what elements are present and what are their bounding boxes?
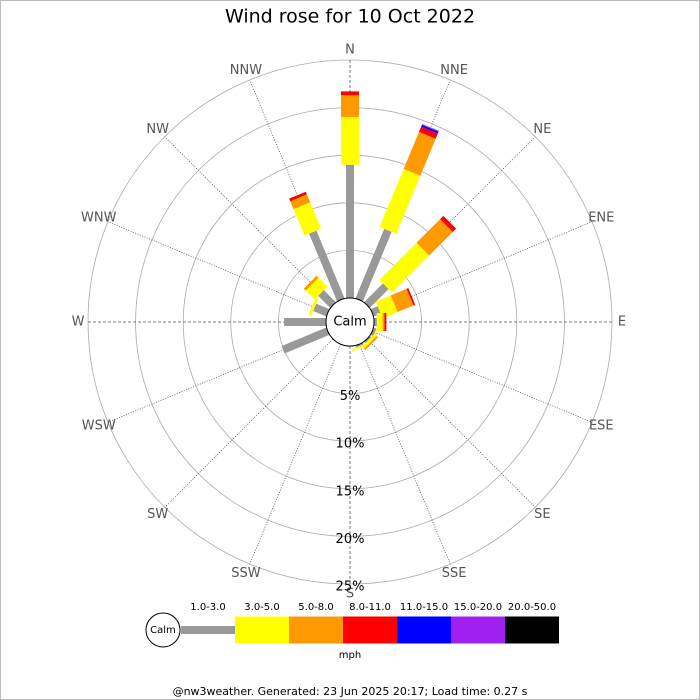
- rose-bar: [403, 131, 436, 176]
- rose-bar: [416, 219, 453, 256]
- rose-bar: [309, 230, 345, 302]
- direction-label: SW: [147, 507, 168, 522]
- legend-label: 8.0-11.0: [349, 602, 391, 613]
- rose-bar: [293, 202, 322, 236]
- spoke: [164, 136, 334, 306]
- rose-bar: [421, 123, 439, 132]
- legend-label: 20.0-50.0: [508, 602, 556, 613]
- rose-bar: [341, 117, 359, 165]
- rose-bar: [379, 168, 421, 234]
- rose-bar: [379, 242, 430, 293]
- footer: @nw3weather. Generated: 23 Jun 2025 20:1…: [173, 685, 528, 698]
- rose-bar: [382, 313, 385, 331]
- rose-bar: [440, 215, 457, 232]
- rose-bar: [370, 327, 377, 336]
- rose-bar: [341, 95, 359, 118]
- rose-bar: [351, 342, 369, 352]
- legend-unit: mph: [339, 650, 361, 661]
- rose-bar: [390, 288, 414, 313]
- direction-label: NNE: [440, 63, 468, 78]
- rose-bar: [318, 290, 336, 308]
- calm-circle: [325, 297, 375, 347]
- direction-label: W: [72, 315, 85, 330]
- legend-calm-circle: [145, 612, 181, 648]
- direction-label: ESE: [589, 419, 614, 434]
- spoke: [107, 330, 328, 423]
- r-tick-label: 5%: [340, 389, 361, 404]
- rose-bar: [308, 297, 319, 316]
- r-tick-label: 25%: [336, 580, 365, 595]
- rose-bar: [281, 327, 330, 354]
- rose-bar: [355, 342, 364, 348]
- r-tick-label: 15%: [336, 484, 365, 499]
- spoke: [366, 338, 536, 508]
- rose-bar: [313, 303, 330, 317]
- legend-swatch: [343, 616, 397, 644]
- rose-bar: [418, 126, 438, 139]
- rose-bar: [384, 313, 387, 331]
- spoke: [249, 79, 342, 300]
- spoke: [107, 221, 328, 314]
- spoke: [249, 344, 342, 565]
- rose-bar: [421, 124, 439, 134]
- legend-label: 3.0-5.0: [244, 602, 279, 613]
- direction-label: S: [346, 587, 354, 602]
- legend-swatch: [505, 616, 559, 644]
- rose-bar: [364, 283, 389, 308]
- rose-bar: [289, 191, 307, 202]
- direction-label: WNW: [81, 210, 117, 225]
- rose-bar: [364, 336, 372, 344]
- rose-bar: [284, 318, 326, 326]
- spoke: [372, 221, 593, 314]
- legend-swatch: [235, 616, 289, 644]
- calm-label: Calm: [333, 315, 366, 330]
- spoke: [358, 344, 451, 565]
- legend-swatch: [289, 616, 343, 644]
- spoke: [358, 79, 451, 300]
- legend-swatch: [397, 616, 451, 644]
- legend-label: 11.0-15.0: [400, 602, 448, 613]
- rose-bar: [375, 295, 398, 319]
- rose-bar: [374, 318, 377, 326]
- rose-bar: [355, 228, 392, 302]
- rose-bar: [363, 335, 379, 351]
- spoke: [372, 330, 593, 423]
- rose-bar: [406, 288, 416, 306]
- rose-bar: [303, 275, 319, 291]
- rose-bar: [305, 277, 328, 300]
- legend-label: 1.0-3.0: [190, 602, 225, 613]
- rose-bar: [341, 91, 359, 96]
- direction-label: NW: [146, 122, 169, 137]
- chart-title: Wind rose for 10 Oct 2022: [225, 6, 475, 28]
- legend-label: 5.0-8.0: [298, 602, 333, 613]
- spoke: [366, 136, 536, 306]
- legend-label: 15.0-20.0: [454, 602, 502, 613]
- rose-bar: [290, 194, 311, 210]
- direction-label: WSW: [82, 419, 116, 434]
- legend-calm-label: Calm: [150, 625, 176, 636]
- spoke: [164, 338, 334, 508]
- r-tick-label: 20%: [336, 532, 365, 547]
- direction-label: NE: [533, 122, 551, 137]
- legend-swatch: [181, 626, 235, 634]
- rose-bar: [346, 164, 354, 298]
- r-tick-label: 10%: [336, 437, 365, 452]
- direction-label: SSW: [231, 566, 261, 581]
- direction-label: ENE: [588, 210, 614, 225]
- direction-label: SSE: [442, 566, 467, 581]
- legend-swatch: [451, 616, 505, 644]
- direction-label: SE: [534, 507, 550, 522]
- direction-label: NNW: [230, 63, 262, 78]
- direction-label: N: [345, 43, 355, 58]
- direction-label: E: [618, 315, 626, 330]
